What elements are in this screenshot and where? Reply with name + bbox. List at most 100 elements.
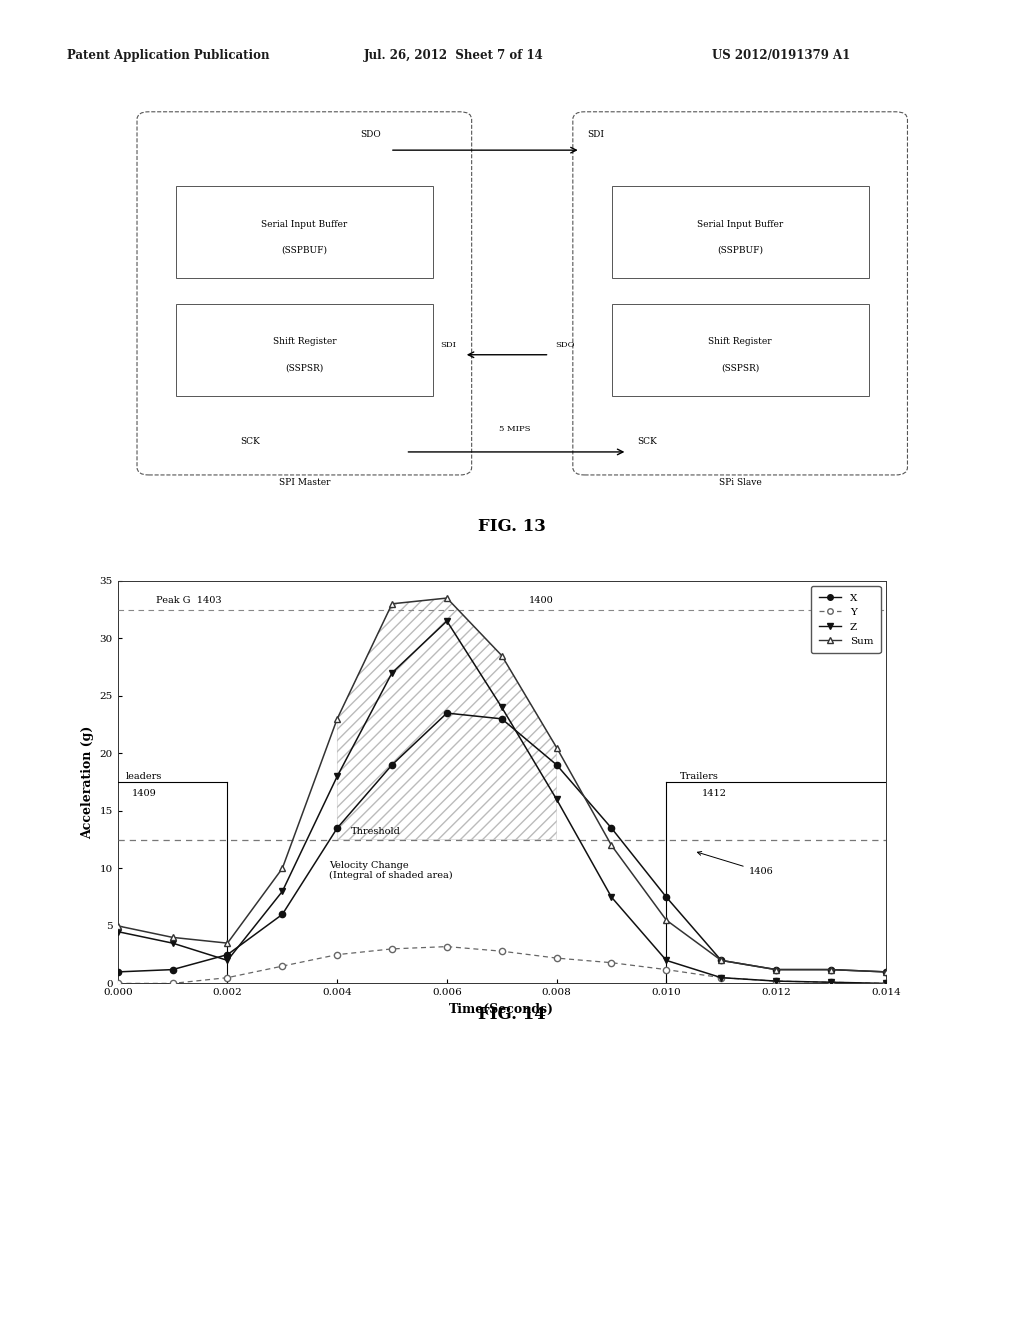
X — [167, 962, 179, 978]
Y — [605, 954, 617, 970]
X — [331, 820, 343, 836]
Bar — [176, 304, 433, 396]
Z — [605, 890, 617, 906]
Z — [167, 935, 179, 950]
Y — [715, 970, 727, 986]
Text: Threshold: Threshold — [351, 826, 400, 836]
Z — [276, 883, 289, 899]
Sum — [824, 962, 837, 978]
Y — [331, 946, 343, 962]
Text: FIG. 13: FIG. 13 — [478, 517, 546, 535]
Text: Shift Register: Shift Register — [709, 338, 772, 346]
Z — [221, 953, 233, 969]
X-axis label: Time(Seconds): Time(Seconds) — [450, 1003, 554, 1016]
Line: Y: Y — [115, 944, 889, 986]
X — [112, 964, 124, 979]
Sum — [496, 648, 508, 664]
FancyBboxPatch shape — [572, 112, 907, 475]
Z — [496, 700, 508, 715]
X — [715, 953, 727, 969]
X — [276, 907, 289, 923]
Text: Shift Register: Shift Register — [272, 338, 336, 346]
Z — [386, 665, 398, 681]
X — [880, 964, 892, 979]
Y — [660, 962, 673, 978]
Text: Serial Input Buffer: Serial Input Buffer — [261, 220, 347, 228]
Y — [824, 974, 837, 990]
Text: (SSPBUF): (SSPBUF) — [282, 246, 328, 255]
Sum — [715, 953, 727, 969]
Text: 1409: 1409 — [131, 789, 157, 797]
Text: Trailers: Trailers — [680, 772, 719, 780]
Sum — [112, 917, 124, 933]
Z — [715, 970, 727, 986]
Text: Velocity Change
(Integral of shaded area): Velocity Change (Integral of shaded area… — [329, 861, 453, 880]
Text: SDO: SDO — [555, 341, 574, 348]
Text: 1412: 1412 — [702, 789, 727, 797]
Text: US 2012/0191379 A1: US 2012/0191379 A1 — [712, 49, 850, 62]
Y-axis label: Acceleration (g): Acceleration (g) — [81, 726, 94, 838]
Text: SCK: SCK — [240, 437, 260, 446]
Text: leaders: leaders — [126, 772, 163, 780]
X — [221, 946, 233, 962]
Text: 5 MIPS: 5 MIPS — [499, 425, 530, 433]
Z — [112, 924, 124, 940]
Y — [770, 973, 782, 989]
Text: SCK: SCK — [637, 437, 656, 446]
Sum — [551, 739, 563, 755]
Text: (SSPBUF): (SSPBUF) — [717, 246, 763, 255]
Line: Sum: Sum — [115, 594, 889, 975]
Text: SDI: SDI — [588, 131, 605, 140]
Sum — [331, 711, 343, 727]
X — [605, 820, 617, 836]
Sum — [660, 912, 673, 928]
Y — [551, 950, 563, 966]
Sum — [167, 929, 179, 945]
Text: SDI: SDI — [440, 341, 457, 348]
Text: (SSPSR): (SSPSR) — [721, 363, 759, 372]
Y — [112, 975, 124, 991]
Sum — [276, 861, 289, 876]
Text: Patent Application Publication: Patent Application Publication — [67, 49, 269, 62]
Text: Peak G  1403: Peak G 1403 — [156, 595, 222, 605]
Sum — [221, 935, 233, 950]
X — [824, 962, 837, 978]
Z — [440, 612, 453, 628]
Y — [276, 958, 289, 974]
Bar — [611, 304, 868, 396]
Sum — [605, 837, 617, 853]
X — [440, 705, 453, 721]
Legend: X, Y, Z, Sum: X, Y, Z, Sum — [811, 586, 881, 653]
Bar — [176, 186, 433, 279]
Sum — [386, 595, 398, 611]
Y — [221, 970, 233, 986]
X — [496, 711, 508, 727]
Text: Jul. 26, 2012  Sheet 7 of 14: Jul. 26, 2012 Sheet 7 of 14 — [364, 49, 544, 62]
Y — [386, 941, 398, 957]
Y — [496, 944, 508, 960]
Z — [331, 768, 343, 784]
Z — [660, 953, 673, 969]
Z — [824, 974, 837, 990]
Y — [440, 939, 453, 954]
X — [386, 756, 398, 772]
X — [770, 962, 782, 978]
Z — [551, 792, 563, 808]
Text: SPI Master: SPI Master — [279, 478, 330, 487]
Z — [770, 973, 782, 989]
Y — [880, 975, 892, 991]
Z — [880, 975, 892, 991]
Sum — [440, 590, 453, 606]
Text: SPi Slave: SPi Slave — [719, 478, 762, 487]
Line: X: X — [115, 710, 889, 975]
Text: SDO: SDO — [360, 131, 381, 140]
X — [660, 890, 673, 906]
Text: 1406: 1406 — [697, 851, 773, 876]
Text: Serial Input Buffer: Serial Input Buffer — [697, 220, 783, 228]
X — [551, 756, 563, 772]
Sum — [880, 964, 892, 979]
Y — [167, 975, 179, 991]
FancyBboxPatch shape — [137, 112, 472, 475]
Bar — [611, 186, 868, 279]
Text: FIG. 14: FIG. 14 — [478, 1006, 546, 1023]
